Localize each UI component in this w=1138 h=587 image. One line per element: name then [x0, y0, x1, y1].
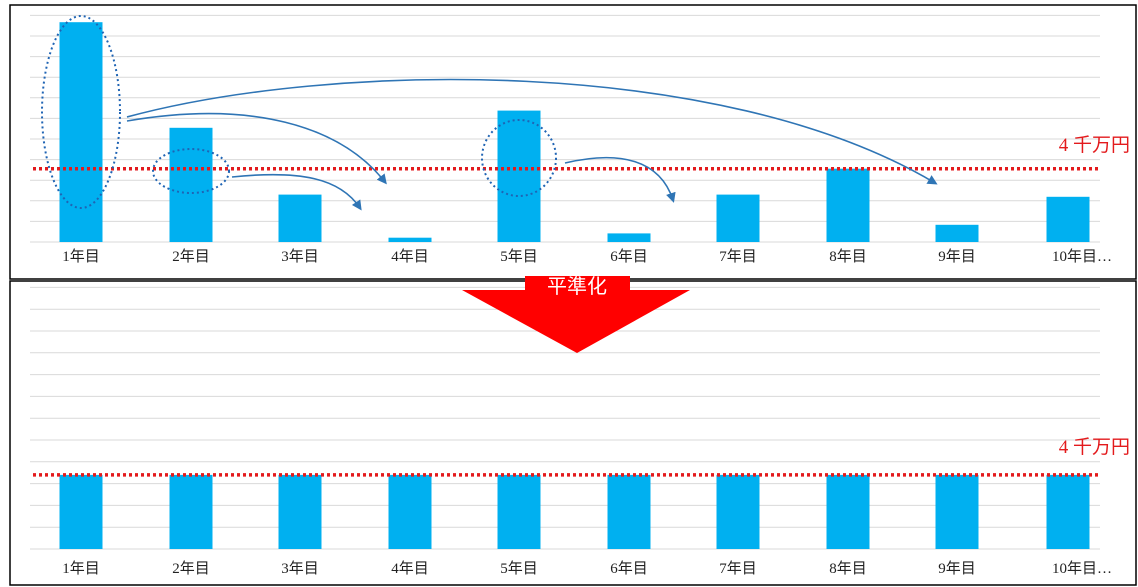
down-arrow-shape: [462, 276, 690, 353]
tick-label-5: 5年目: [500, 560, 538, 577]
flow-arrow-year1-to-year9: [126, 78, 938, 185]
tick-label-9: 9年目: [938, 248, 976, 265]
bar-1: [59, 22, 103, 243]
bar-10: [1046, 474, 1090, 549]
tick-label-5: 5年目: [500, 248, 538, 265]
tick-label-7: 7年目: [719, 560, 757, 577]
highlight-ellipse-year2: [152, 148, 230, 194]
bar-7: [716, 194, 760, 242]
bar-4: [388, 474, 432, 549]
tick-label-8: 8年目: [829, 560, 867, 577]
highlight-ellipse-year1: [41, 15, 121, 209]
tick-label-2: 2年目: [172, 560, 210, 577]
bar-6: [607, 233, 651, 242]
tick-label-3: 3年目: [281, 248, 319, 265]
bar-9: [935, 224, 979, 242]
tick-label-1: 1年目: [62, 560, 100, 577]
bar-3: [278, 474, 322, 549]
bar-2: [169, 127, 213, 242]
tick-label-6: 6年目: [610, 248, 648, 265]
bar-8: [826, 168, 870, 242]
bar-3: [278, 194, 322, 242]
tick-label-4: 4年目: [391, 560, 429, 577]
flow-arrow-year1-to-year4: [126, 112, 387, 185]
tick-label-6: 6年目: [610, 560, 648, 577]
bar-6: [607, 474, 651, 549]
tick-label-8: 8年目: [829, 248, 867, 265]
tick-label-4: 4年目: [391, 248, 429, 265]
bar-2: [169, 474, 213, 549]
tick-label-10: 10年目…: [1052, 248, 1112, 265]
leveling-down-arrow: 平準化: [462, 275, 690, 353]
tick-label-2: 2年目: [172, 248, 210, 265]
bar-5: [497, 474, 541, 549]
bar-5: [497, 110, 541, 242]
bar-1: [59, 474, 103, 549]
bar-7: [716, 474, 760, 549]
highlight-ellipse-year5: [481, 119, 557, 197]
flow-arrow-year5-to-year6: [564, 156, 676, 203]
tick-label-10: 10年目…: [1052, 560, 1112, 577]
before-leveling-chart: 4 千万円 1年目 2年目 3年目 4年目 5年目 6年目 7年目 8年目 9年目 10年目…: [9, 4, 1137, 280]
down-arrow-label: 平準化: [547, 275, 607, 298]
reference-line-label: 4 千万円: [1059, 134, 1130, 156]
tick-label-1: 1年目: [62, 248, 100, 265]
tick-label-7: 7年目: [719, 248, 757, 265]
bar-4: [388, 237, 432, 242]
bar-8: [826, 474, 870, 549]
flow-arrow-year2-to-year3: [231, 173, 362, 211]
reference-line-label: 4 千万円: [1059, 436, 1130, 458]
bar-10: [1046, 196, 1090, 242]
bar-9: [935, 474, 979, 549]
tick-label-3: 3年目: [281, 560, 319, 577]
tick-label-9: 9年目: [938, 560, 976, 577]
